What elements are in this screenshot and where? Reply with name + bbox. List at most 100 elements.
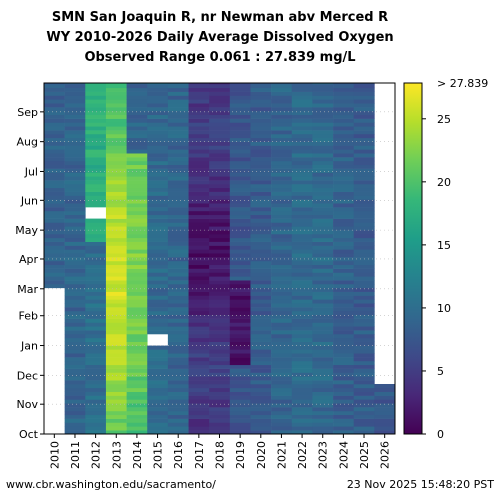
heatmap-cell: [353, 230, 375, 235]
x-tick-label: 2022: [296, 441, 309, 469]
heatmap-cell: [64, 395, 86, 400]
heatmap-cell: [167, 230, 189, 235]
heatmap-cell: [126, 341, 148, 346]
heatmap-cell: [85, 276, 107, 281]
heatmap-cell: [291, 210, 313, 216]
heatmap-cell: [353, 83, 375, 89]
heatmap-cell: [44, 207, 65, 212]
heatmap-cell: [126, 383, 148, 389]
heatmap-cell: [126, 387, 148, 392]
heatmap-cell: [333, 407, 355, 412]
heatmap-cell: [167, 187, 189, 192]
heatmap-cell: [291, 110, 313, 116]
heatmap-cell: [167, 349, 189, 354]
heatmap-cell: [209, 245, 231, 250]
heatmap-cell: [250, 149, 272, 154]
heatmap-cell: [291, 395, 313, 400]
heatmap-cell: [353, 226, 375, 231]
heatmap-cell: [333, 145, 355, 150]
heatmap-cell: [333, 183, 355, 189]
heatmap-cell: [167, 414, 189, 419]
heatmap-cell: [312, 310, 334, 316]
heatmap-cell: [312, 222, 334, 227]
heatmap-cell: [44, 110, 65, 116]
heatmap-cell: [250, 195, 272, 200]
heatmap-cell: [312, 314, 334, 319]
heatmap-cell: [353, 168, 375, 173]
heatmap-cell: [333, 83, 355, 85]
heatmap-cell: [105, 387, 127, 392]
heatmap-cell: [353, 418, 375, 423]
heatmap-cell: [44, 257, 65, 262]
heatmap-cell: [105, 376, 127, 381]
heatmap-cell: [126, 349, 148, 354]
heatmap-cell: [250, 122, 272, 127]
heatmap-cell: [126, 303, 148, 308]
heatmap-cell: [250, 260, 272, 266]
heatmap-cell: [188, 403, 210, 408]
heatmap-cell: [333, 160, 355, 166]
heatmap-cell: [126, 203, 148, 208]
heatmap-cell: [126, 87, 148, 92]
heatmap-cell: [85, 368, 107, 373]
heatmap-cell: [85, 91, 107, 96]
heatmap-cell: [105, 157, 127, 162]
heatmap-cell: [250, 218, 272, 223]
heatmap-cell: [126, 183, 148, 189]
heatmap-cell: [126, 187, 148, 192]
heatmap-cell: [64, 318, 86, 323]
plot-area: [43, 82, 396, 435]
heatmap-cell: [188, 249, 210, 254]
heatmap-cell: [85, 330, 107, 335]
heatmap-cell: [250, 322, 272, 327]
heatmap-cell: [126, 272, 148, 277]
heatmap-cell: [167, 314, 189, 319]
heatmap-cell: [312, 380, 334, 385]
heatmap-cell: [250, 418, 272, 423]
heatmap-cell: [333, 341, 355, 346]
heatmap-cell: [291, 199, 313, 204]
heatmap-cell: [291, 107, 313, 112]
heatmap-cell: [188, 114, 210, 119]
heatmap-cell: [147, 314, 169, 319]
heatmap-cell: [167, 268, 189, 273]
heatmap-cell: [271, 203, 293, 208]
heatmap-cell: [353, 357, 375, 362]
heatmap-cell: [271, 118, 293, 123]
heatmap-cell: [167, 160, 189, 166]
heatmap-cell: [64, 95, 86, 100]
heatmap-cell: [353, 303, 375, 308]
heatmap-cell: [333, 357, 355, 362]
heatmap-cell: [64, 353, 86, 358]
heatmap-cell: [126, 176, 148, 181]
heatmap-cell: [312, 299, 334, 304]
heatmap-cell: [229, 195, 251, 200]
heatmap-cell: [250, 87, 272, 92]
heatmap-cell: [167, 145, 189, 150]
heatmap-cell: [147, 137, 169, 142]
heatmap-cell: [167, 383, 189, 389]
heatmap-cell: [85, 241, 107, 246]
heatmap-cell: [126, 330, 148, 335]
heatmap-cell: [271, 268, 293, 273]
heatmap-cell: [126, 207, 148, 212]
heatmap-cell: [64, 264, 86, 269]
heatmap-cell: [85, 299, 107, 304]
heatmap-cell: [147, 164, 169, 169]
heatmap-cell: [353, 310, 375, 316]
heatmap-cell: [147, 426, 169, 431]
heatmap-cell: [64, 291, 86, 296]
heatmap-cell: [291, 245, 313, 250]
heatmap-cell: [105, 130, 127, 135]
heatmap-cell: [291, 249, 313, 254]
source-url[interactable]: www.cbr.washington.edu/sacramento/: [6, 478, 216, 491]
heatmap-cell: [105, 280, 127, 285]
heatmap-cell: [188, 283, 210, 289]
heatmap-cell: [188, 376, 210, 381]
heatmap-cell: [250, 387, 272, 392]
heatmap-cell: [291, 268, 313, 273]
heatmap-cell: [291, 368, 313, 373]
heatmap-cell: [85, 145, 107, 150]
heatmap-cell: [44, 95, 65, 100]
heatmap-cell: [229, 410, 251, 416]
